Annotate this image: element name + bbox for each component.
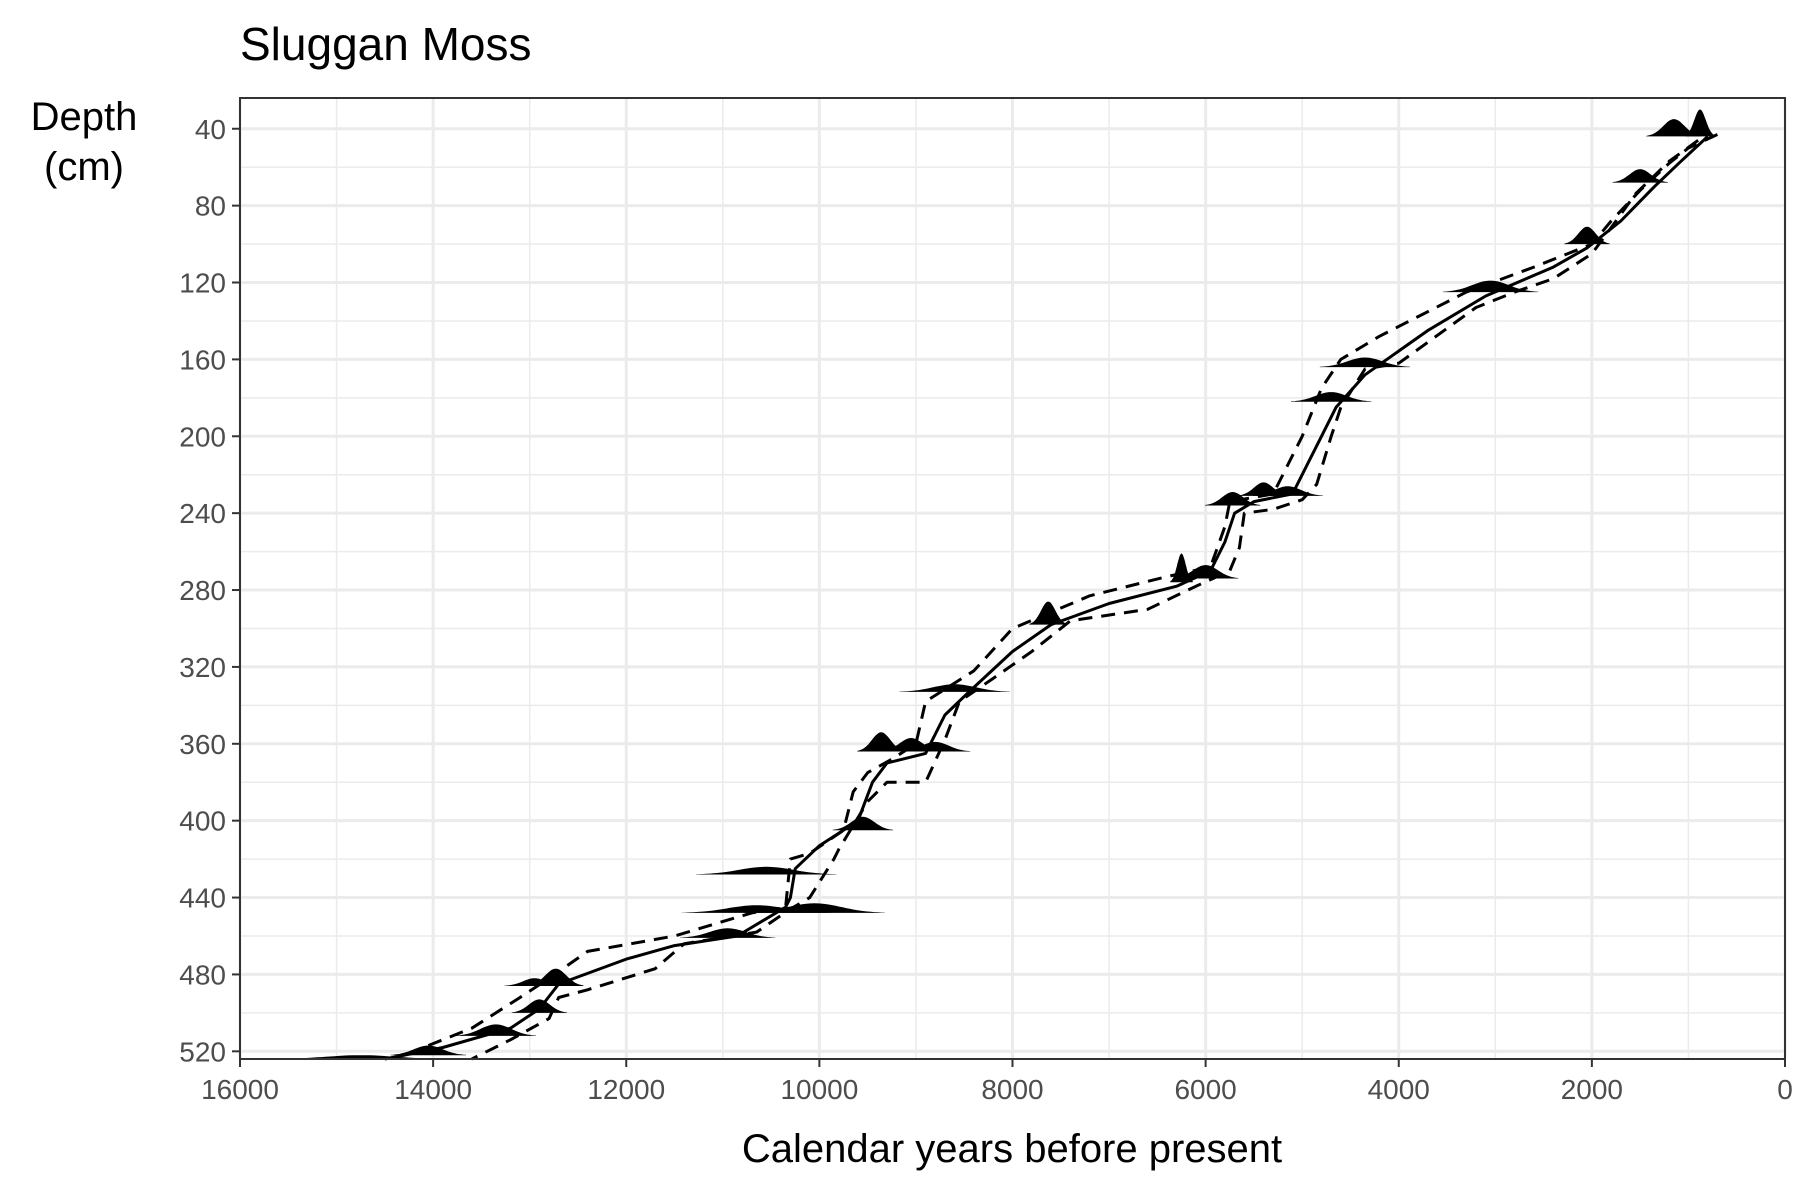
x-tick-label: 16000 bbox=[201, 1074, 279, 1105]
y-tick-label: 200 bbox=[179, 421, 226, 452]
y-tick-label: 320 bbox=[179, 652, 226, 683]
date-density bbox=[504, 978, 565, 986]
x-tick-label: 0 bbox=[1777, 1074, 1793, 1105]
y-tick-label: 440 bbox=[179, 883, 226, 914]
date-density bbox=[696, 866, 837, 875]
x-tick-label: 12000 bbox=[587, 1074, 665, 1105]
y-tick-label: 520 bbox=[179, 1036, 226, 1067]
y-tick-label: 120 bbox=[179, 268, 226, 299]
age-model-lines bbox=[384, 133, 1719, 1061]
series-median bbox=[384, 135, 1709, 1061]
x-axis-title: Calendar years before present bbox=[742, 1127, 1282, 1171]
y-axis-title-line2: (cm) bbox=[44, 145, 124, 189]
date-density bbox=[455, 1024, 537, 1036]
x-tick-label: 4000 bbox=[1368, 1074, 1430, 1105]
date-density bbox=[857, 732, 905, 752]
y-tick-label: 480 bbox=[179, 959, 226, 990]
y-tick-label: 40 bbox=[195, 114, 226, 145]
y-tick-label: 240 bbox=[179, 498, 226, 529]
series-upper-bound bbox=[413, 133, 1719, 1053]
date-density bbox=[1291, 392, 1372, 402]
x-tick-label: 10000 bbox=[780, 1074, 858, 1105]
y-axis-title-line1: Depth bbox=[31, 95, 138, 139]
y-tick-label: 160 bbox=[179, 344, 226, 375]
x-tick-label: 14000 bbox=[394, 1074, 472, 1105]
date-density bbox=[1685, 109, 1716, 137]
y-tick-label: 360 bbox=[179, 729, 226, 760]
date-density bbox=[1205, 492, 1261, 506]
x-tick-label: 2000 bbox=[1561, 1074, 1623, 1105]
date-density bbox=[679, 928, 776, 938]
series-lower-bound bbox=[471, 139, 1699, 1061]
grid bbox=[238, 98, 1787, 1059]
date-density bbox=[1646, 119, 1702, 137]
date-density bbox=[900, 741, 971, 752]
chart-title: Sluggan Moss bbox=[240, 18, 532, 70]
date-density bbox=[899, 684, 1010, 692]
y-tick-label: 80 bbox=[195, 191, 226, 222]
y-tick-label: 400 bbox=[179, 806, 226, 837]
axis-ticks: 16000 14000 12000 10000 8000 6000 4000 2000 0 40 8… bbox=[179, 114, 1793, 1105]
x-tick-label: 8000 bbox=[981, 1074, 1043, 1105]
y-tick-label: 280 bbox=[179, 575, 226, 606]
date-density bbox=[1442, 280, 1539, 293]
x-tick-label: 6000 bbox=[1174, 1074, 1236, 1105]
